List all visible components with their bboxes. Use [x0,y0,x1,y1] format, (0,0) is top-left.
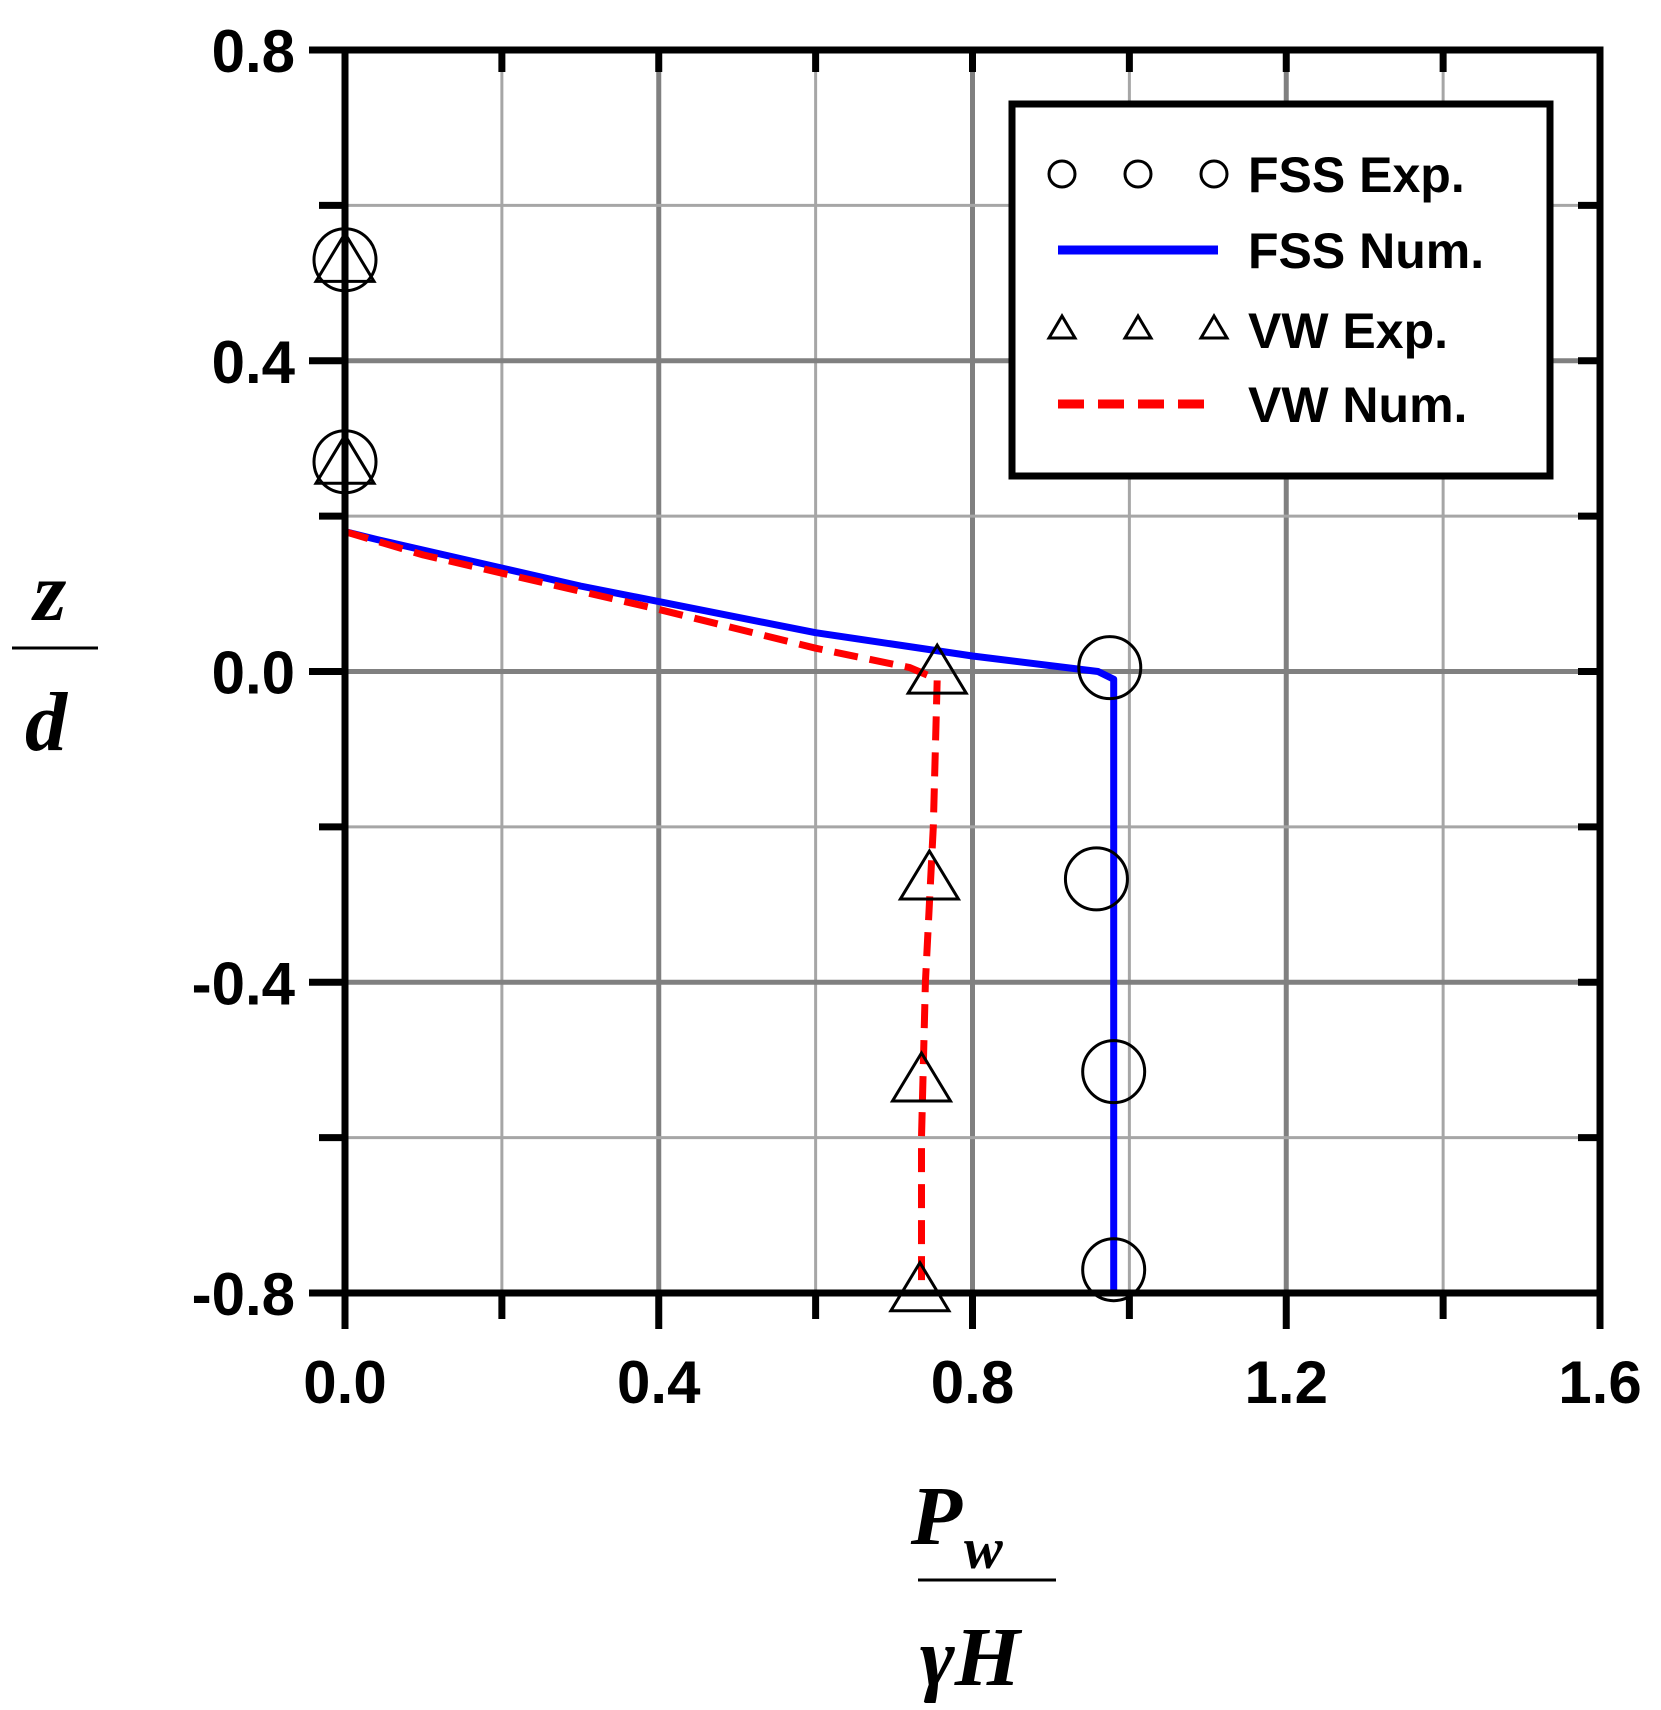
x-axis-label: P w γH [910,1470,1056,1704]
data-point-triangle [897,848,962,901]
x-tick-label: 1.2 [1245,1349,1328,1416]
legend-triangle-marker [1198,313,1230,340]
series-line [344,528,1118,1293]
x-tick-label: 0.8 [931,1349,1014,1416]
x-label-denominator: γH [920,1611,1023,1704]
legend-entry-fss-exp: FSS Exp. [1047,147,1465,203]
x-label-numerator: P [910,1470,963,1563]
series-fss-num [344,528,1118,1293]
series-vw-num [344,528,941,1293]
data-point-triangle [888,1259,952,1313]
series-vw-exp [313,230,969,1313]
legend-circle-marker [1047,159,1077,189]
y-tick-label: -0.4 [192,950,296,1017]
x-tick-label: 1.6 [1558,1349,1641,1416]
tick-labels: 0.0 0.4 0.8 1.2 1.6 0.8 0.4 0.0 -0.4 -0.8 [192,18,1642,1416]
legend-box [1008,100,1554,480]
axis-ticks [309,46,1604,1329]
legend-label: FSS Num. [1248,223,1484,279]
legend-circle-marker [1199,159,1229,189]
data-point-circle [1063,846,1129,912]
legend-entry-vw-num: VW Num. [1058,377,1467,433]
legend-triangle-marker [1122,313,1154,340]
y-tick-label: -0.8 [192,1261,295,1328]
y-tick-label: 0.8 [212,18,295,85]
legend-circle-marker [1123,159,1153,189]
data-point-circle [1081,1039,1147,1105]
y-axis-label: z d [12,546,98,769]
legend: FSS Exp. FSS Num. VW Exp. VW Num. [1008,100,1554,480]
x-tick-label: 0.0 [303,1349,386,1416]
legend-triangle-marker [1046,313,1078,340]
legend-label: FSS Exp. [1248,147,1465,203]
legend-label: VW Exp. [1248,303,1448,359]
legend-label: VW Num. [1248,377,1467,433]
series-line [344,528,941,1293]
data-point-triangle [905,642,969,695]
y-tick-label: 0.4 [212,329,296,396]
data-point-triangle [889,1050,954,1103]
data-point-circle [1077,635,1143,701]
data-point-circle [1081,1237,1147,1303]
x-label-numerator-sub: w [964,1516,1003,1581]
y-label-numerator: z [31,546,67,639]
legend-entry-fss-num: FSS Num. [1058,223,1484,279]
plot-frame [341,46,1604,1297]
y-label-denominator: d [25,676,69,769]
y-tick-label: 0.0 [212,640,295,707]
legend-entry-vw-exp: VW Exp. [1046,303,1448,359]
x-tick-label: 0.4 [617,1349,701,1416]
